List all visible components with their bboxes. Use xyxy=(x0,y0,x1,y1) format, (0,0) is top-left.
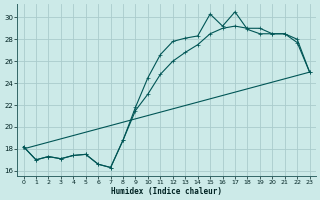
X-axis label: Humidex (Indice chaleur): Humidex (Indice chaleur) xyxy=(111,187,222,196)
